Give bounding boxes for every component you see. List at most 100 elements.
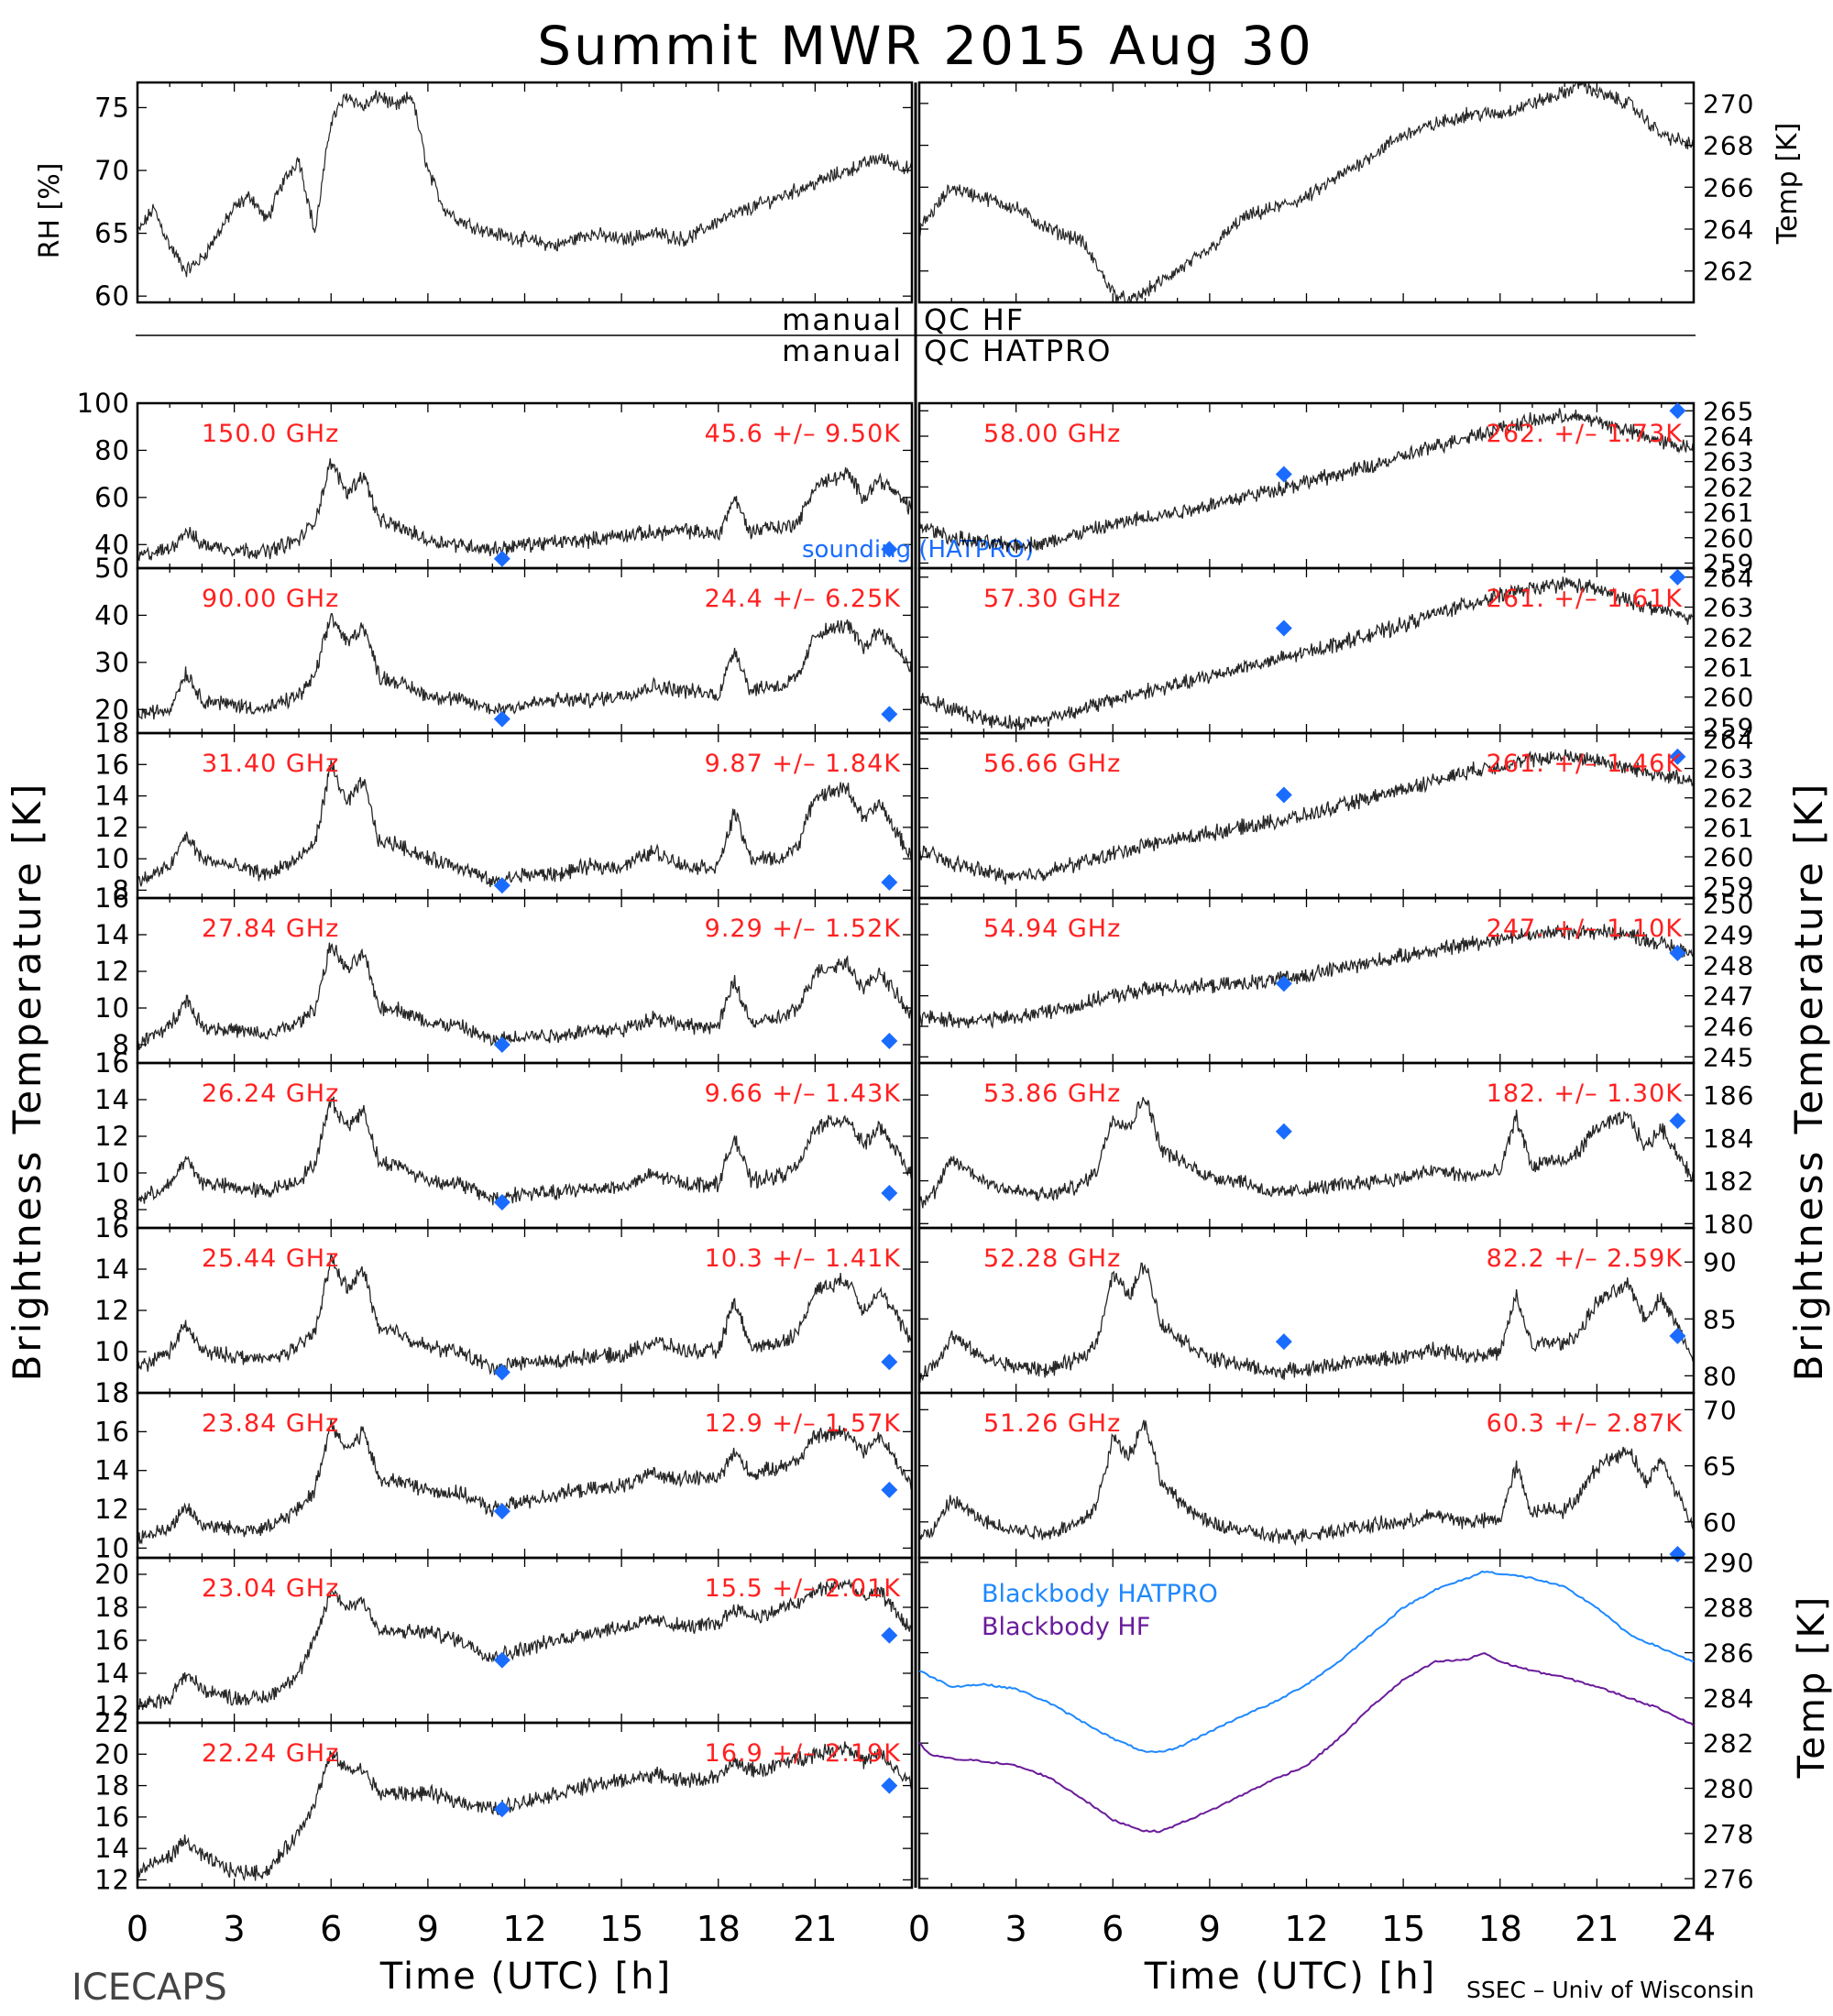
series-trace: [137, 1253, 912, 1375]
series-trace: [919, 749, 1694, 885]
y-tick-label: 14: [94, 1455, 130, 1486]
y-tick-label: 12: [94, 812, 130, 843]
y-tick-label: 30: [94, 647, 130, 678]
x-tick-label: 18: [697, 1909, 741, 1949]
sounding-marker: [493, 1651, 510, 1669]
sounding-marker: [1275, 1123, 1292, 1140]
y-tick-label: 10: [94, 843, 130, 874]
sounding-marker: [1275, 619, 1292, 637]
y-tick-label: 261: [1703, 813, 1754, 843]
sounding-marker: [493, 1364, 510, 1381]
channel-label: 58.00 GHz: [983, 420, 1121, 448]
panel-hf23_8: 10 12 14 16 18 23.84 GHz 12.9 +/– 1.57K: [94, 1377, 914, 1563]
y-tick-label: 186: [1703, 1080, 1754, 1111]
panel-rh: 60 65 70 75: [94, 81, 914, 312]
y-tick-label: 245: [1703, 1042, 1754, 1072]
sounding-marker: [1275, 466, 1292, 483]
y-tick-label: 264: [1703, 422, 1754, 452]
sounding-marker: [881, 1627, 898, 1644]
y-tick-label: 290: [1703, 1548, 1754, 1578]
y-tick-label: 262: [1703, 472, 1754, 502]
y-tick-label: 10: [94, 1157, 130, 1189]
channel-stats: 45.6 +/– 9.50K: [705, 420, 902, 448]
y-tick-label: 20: [94, 1738, 130, 1769]
y-tick-label: 259: [1703, 712, 1754, 742]
sounding-marker: [493, 1194, 510, 1211]
channel-stats: 16.9 +/– 2.19K: [705, 1739, 902, 1768]
channel-label: 23.84 GHz: [202, 1409, 339, 1438]
y-tick-label: 85: [1703, 1304, 1738, 1334]
channel-label: 26.24 GHz: [202, 1079, 339, 1108]
y-tick-label: 70: [94, 155, 130, 186]
channel-stats: 10.3 +/– 1.41K: [705, 1244, 902, 1273]
channel-stats: 9.66 +/– 1.43K: [705, 1079, 902, 1108]
qc-hatpro-left: manual: [782, 334, 903, 368]
y-tick-label: 16: [94, 1802, 130, 1833]
y-tick-label: 8: [113, 1029, 130, 1060]
series-trace: [137, 1096, 912, 1206]
channel-label: 150.0 GHz: [202, 420, 339, 448]
y-tick-label: 80: [1703, 1361, 1738, 1391]
y-tick-label: 50: [94, 553, 130, 584]
x-tick-label: 0: [908, 1909, 930, 1949]
qc-hatpro-right: QC HATPRO: [924, 334, 1112, 368]
channel-label: 54.94 GHz: [983, 915, 1121, 943]
time-axis-label-left: Time (UTC) [h]: [379, 1956, 672, 1998]
channel-stats: 9.87 +/– 1.84K: [705, 750, 902, 778]
channel-stats: 247. +/– 1.10K: [1487, 915, 1684, 943]
channel-stats: 24.4 +/– 6.25K: [705, 585, 902, 613]
sounding-marker: [881, 1353, 898, 1371]
figure-title: Summit MWR 2015 Aug 30: [537, 15, 1314, 77]
x-tick-label: 9: [1199, 1909, 1221, 1949]
y-tick-label: 40: [94, 599, 130, 630]
series-trace: [137, 1741, 912, 1882]
qc-hf-right: QC HF: [924, 302, 1025, 337]
y-tick-label: 18: [94, 718, 130, 749]
y-tick-label: 261: [1703, 498, 1754, 528]
panel-hf90: 20 30 40 50 90.00 GHz 24.4 +/– 6.25K: [94, 553, 914, 735]
legend-entry: Blackbody HATPRO: [982, 1580, 1218, 1608]
y-tick-label: 268: [1703, 131, 1754, 161]
y-tick-label: 10: [94, 1336, 130, 1367]
y-tick-label: 284: [1703, 1683, 1754, 1714]
blackbody-temp-axis-label: Temp [K]: [1791, 1594, 1833, 1780]
y-tick-label: 12: [94, 956, 130, 987]
panel-temp: 262 264 266 268 270: [917, 81, 1754, 304]
qc-hf-left: manual: [782, 302, 903, 337]
series-trace: [137, 1419, 912, 1545]
footer-icecaps: ICECAPS: [71, 1967, 227, 2009]
y-tick-label: 182: [1703, 1167, 1754, 1197]
sounding-marker: [881, 1033, 898, 1049]
panel-hp51: 60 65 70 51.26 GHz 60.3 +/– 2.87K: [917, 1391, 1738, 1562]
legend-entry: Blackbody HF: [982, 1613, 1150, 1641]
y-tick-label: 264: [1703, 214, 1754, 245]
x-tick-label: 21: [1575, 1909, 1619, 1949]
y-tick-label: 276: [1703, 1864, 1754, 1894]
x-tick-label: 6: [1102, 1909, 1124, 1949]
y-tick-label: 266: [1703, 172, 1754, 203]
channel-label: 22.24 GHz: [202, 1739, 339, 1768]
panel-hp53: 180 182 184 186 53.86 GHz 182. +/– 1.30K: [917, 1061, 1754, 1239]
y-tick-label: 8: [113, 874, 130, 905]
y-tick-label: 60: [94, 280, 130, 312]
y-tick-label: 263: [1703, 447, 1754, 477]
y-tick-label: 12: [94, 1494, 130, 1525]
y-tick-label: 12: [94, 1864, 130, 1895]
panel-hf26: 8 10 12 14 16 26.24 GHz 9.66 +/– 1.43K: [94, 1047, 914, 1230]
sounding-marker: [493, 1036, 510, 1053]
y-tick-label: 249: [1703, 920, 1754, 950]
y-tick-label: 90: [1703, 1247, 1738, 1277]
x-tick-label: 24: [1672, 1909, 1716, 1949]
y-tick-label: 184: [1703, 1123, 1754, 1154]
channel-stats: 262. +/– 1.73K: [1487, 420, 1684, 448]
y-tick-label: 263: [1703, 593, 1754, 623]
panel-hf25: 8 10 12 14 16 25.44 GHz 10.3 +/– 1.41K: [94, 1212, 914, 1408]
y-tick-label: 70: [1703, 1395, 1738, 1425]
footer-ssec: SSEC – Univ of Wisconsin: [1466, 1977, 1754, 2003]
x-tick-label: 9: [417, 1909, 439, 1949]
y-tick-label: 14: [94, 1254, 130, 1285]
channel-label: 23.04 GHz: [202, 1574, 339, 1603]
y-tick-label: 264: [1703, 563, 1754, 593]
y-tick-label: 18: [94, 1770, 130, 1802]
y-tick-label: 260: [1703, 523, 1754, 553]
